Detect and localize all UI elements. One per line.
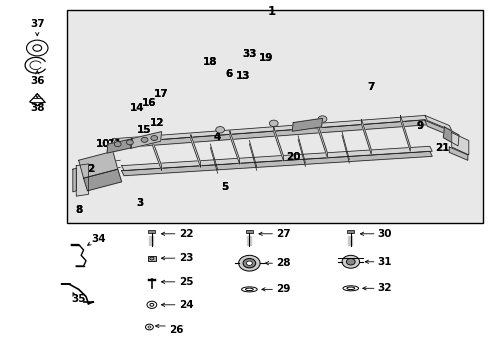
Circle shape [215, 127, 224, 133]
Text: 21: 21 [434, 143, 448, 153]
Circle shape [243, 258, 255, 268]
Polygon shape [122, 151, 431, 176]
Text: 7: 7 [367, 82, 374, 92]
Polygon shape [83, 169, 122, 191]
Polygon shape [113, 120, 427, 148]
Polygon shape [229, 131, 239, 164]
Polygon shape [400, 116, 409, 151]
Text: 3: 3 [136, 198, 143, 208]
Bar [148, 230, 155, 233]
Text: 31: 31 [377, 257, 391, 267]
Text: 13: 13 [236, 71, 250, 81]
Text: 36: 36 [30, 76, 44, 86]
Circle shape [238, 255, 260, 271]
Text: 25: 25 [178, 277, 193, 287]
Text: 16: 16 [142, 98, 156, 108]
Circle shape [141, 137, 148, 142]
Text: 19: 19 [259, 53, 273, 63]
Text: 7: 7 [367, 82, 374, 92]
Text: 8: 8 [75, 206, 82, 216]
Text: 5: 5 [221, 182, 228, 192]
Polygon shape [130, 132, 161, 148]
Text: 2: 2 [87, 164, 94, 174]
Text: 33: 33 [242, 49, 256, 59]
Text: 26: 26 [168, 325, 183, 335]
Polygon shape [361, 119, 370, 154]
Polygon shape [79, 151, 118, 178]
Circle shape [269, 120, 278, 127]
Polygon shape [107, 139, 132, 153]
Circle shape [318, 116, 326, 122]
Text: 9: 9 [416, 121, 423, 131]
Bar [66, 10, 483, 223]
Text: 32: 32 [377, 283, 391, 293]
Text: 9: 9 [416, 121, 423, 131]
Text: 5: 5 [221, 182, 228, 192]
Polygon shape [317, 123, 327, 158]
Circle shape [346, 258, 354, 265]
Polygon shape [122, 146, 431, 171]
Text: 12: 12 [149, 118, 163, 128]
Circle shape [114, 141, 121, 147]
Text: 14: 14 [130, 103, 144, 113]
Text: 17: 17 [154, 89, 168, 99]
Text: 30: 30 [377, 229, 391, 239]
Circle shape [151, 135, 158, 140]
Bar [245, 230, 252, 233]
Text: 10: 10 [96, 139, 110, 149]
Text: 13: 13 [236, 71, 250, 81]
Text: 18: 18 [203, 57, 217, 67]
Text: 20: 20 [285, 152, 300, 162]
Text: 16: 16 [142, 98, 156, 108]
Text: 35: 35 [71, 294, 86, 304]
Text: 14: 14 [130, 103, 144, 113]
Polygon shape [424, 116, 451, 131]
Polygon shape [76, 164, 88, 196]
Text: 3: 3 [136, 198, 143, 208]
Text: 28: 28 [276, 258, 290, 268]
Text: 6: 6 [225, 69, 232, 79]
Polygon shape [152, 139, 161, 171]
Text: 33: 33 [242, 49, 256, 59]
Text: 8: 8 [75, 206, 82, 216]
Text: 19: 19 [259, 53, 273, 63]
Text: 21: 21 [434, 143, 448, 153]
Text: 1: 1 [267, 5, 275, 18]
Text: 2: 2 [87, 164, 94, 174]
Text: 37: 37 [30, 19, 44, 29]
Text: 20: 20 [285, 152, 300, 162]
Bar [346, 230, 353, 233]
Polygon shape [448, 147, 467, 160]
Text: 24: 24 [178, 300, 193, 310]
Text: 11: 11 [108, 139, 122, 149]
Text: 12: 12 [149, 118, 163, 128]
Polygon shape [292, 118, 322, 131]
Polygon shape [424, 121, 451, 136]
Text: 27: 27 [276, 229, 290, 239]
Text: 11: 11 [108, 139, 122, 149]
Text: 23: 23 [178, 253, 193, 263]
Polygon shape [273, 127, 283, 161]
Text: 18: 18 [203, 57, 217, 67]
Polygon shape [443, 127, 458, 146]
Text: 29: 29 [276, 284, 290, 294]
Text: 6: 6 [225, 69, 232, 79]
Text: 17: 17 [154, 89, 168, 99]
Text: 34: 34 [91, 234, 105, 244]
Polygon shape [113, 116, 427, 143]
Text: 4: 4 [214, 132, 221, 142]
Text: 15: 15 [137, 125, 151, 135]
Polygon shape [451, 133, 468, 155]
Bar [148, 256, 156, 261]
Text: 10: 10 [96, 139, 110, 149]
Circle shape [246, 261, 252, 265]
Circle shape [126, 140, 133, 145]
Text: 15: 15 [137, 125, 151, 135]
Polygon shape [190, 135, 200, 167]
Polygon shape [73, 168, 76, 192]
Circle shape [341, 255, 359, 268]
Text: 4: 4 [214, 132, 221, 142]
Text: 22: 22 [178, 229, 193, 239]
Text: 38: 38 [30, 103, 44, 113]
